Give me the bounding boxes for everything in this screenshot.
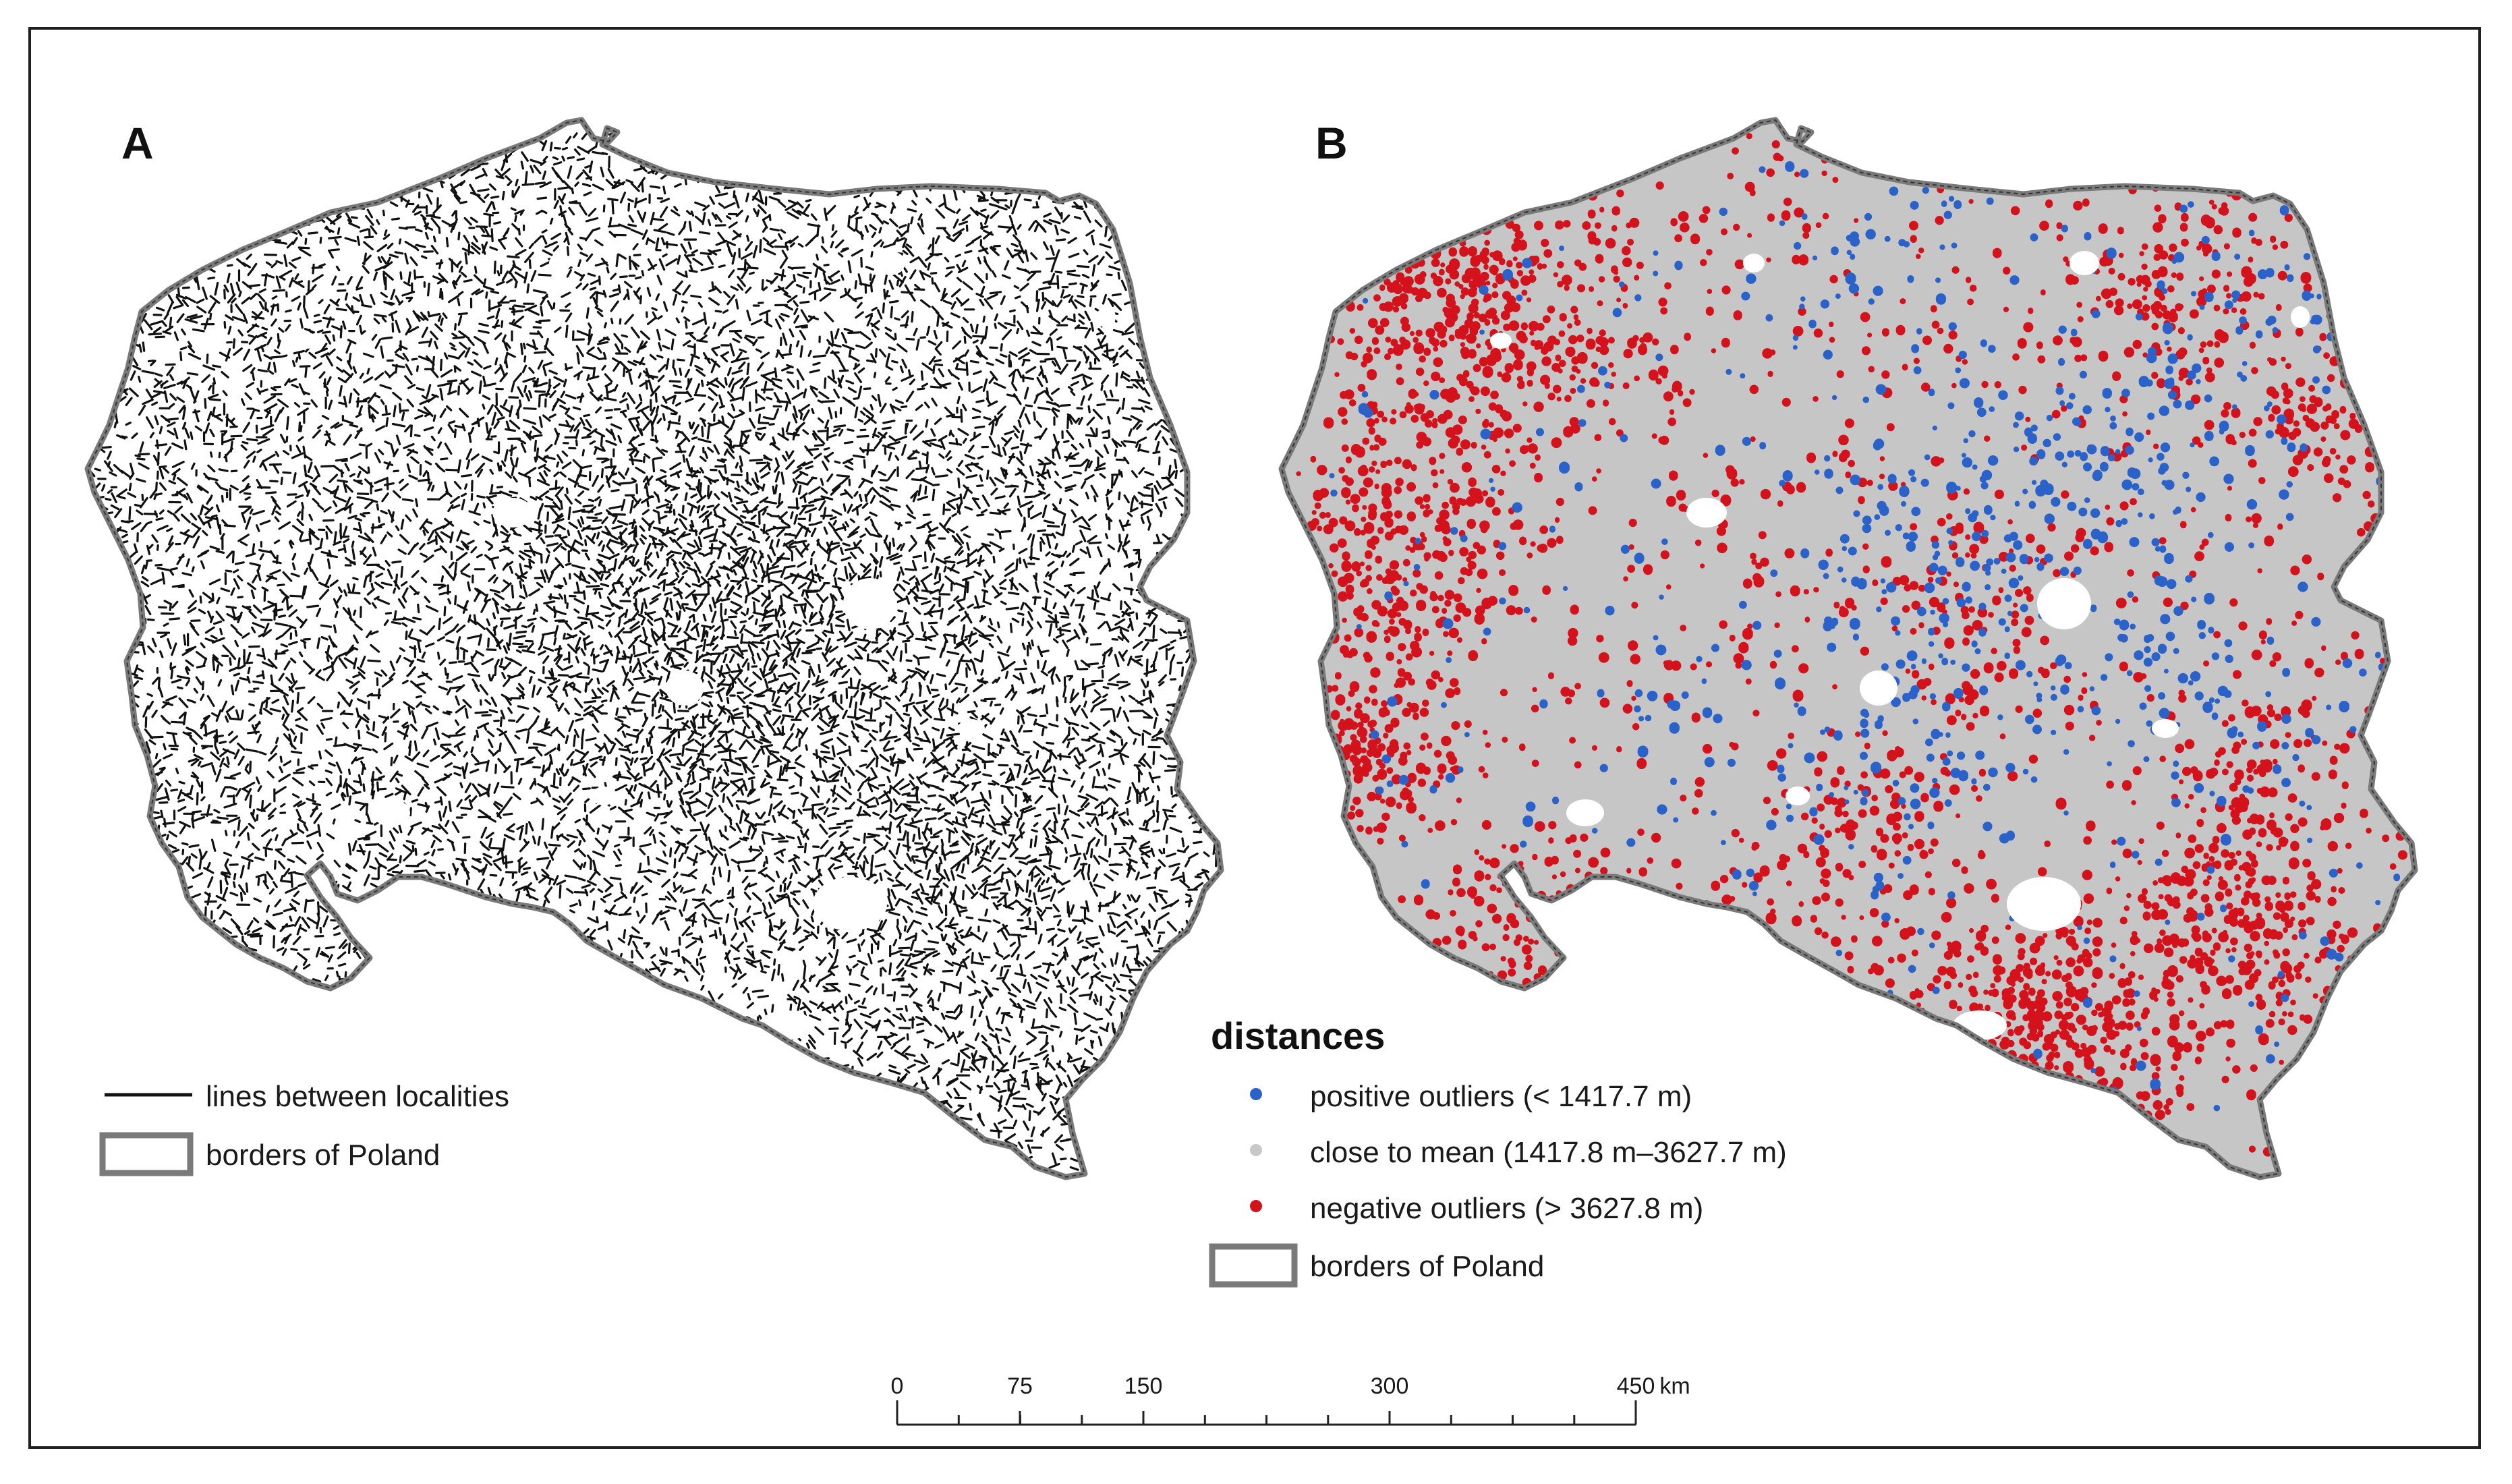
scale-unit: km xyxy=(1659,1373,1690,1399)
legend-dot-negative xyxy=(1250,1200,1262,1212)
panel-a-map: A xyxy=(84,117,1224,1180)
panel-letter-a: A xyxy=(121,118,154,168)
panel-a-empty-area xyxy=(549,254,571,273)
panel-a-empty-area xyxy=(666,670,704,706)
panel-a-empty-area xyxy=(843,578,897,629)
negative-outlier-dots xyxy=(1296,133,2407,1157)
poland-border-a-inner xyxy=(86,119,1222,1178)
panel-a-empty-area xyxy=(876,251,905,275)
poland-fill-b xyxy=(1282,120,2415,1177)
panel-a-empty-area xyxy=(492,498,533,527)
legend-a-label-lines: lines between localities xyxy=(206,1080,509,1113)
legend-border-symbol-a xyxy=(99,1132,194,1176)
scale-label-300: 300 xyxy=(1371,1373,1409,1399)
scale-label-150: 150 xyxy=(1124,1373,1163,1399)
legend-b-label-borders: borders of Poland xyxy=(1310,1250,1544,1283)
panel-a-empty-area xyxy=(958,719,985,738)
panel-a-empty-area xyxy=(296,333,318,349)
panel-b-empty-area xyxy=(1490,333,1512,349)
locality-lines-layer xyxy=(88,130,1221,1176)
panel-a-empty-area xyxy=(592,787,616,805)
legend-b-label-mean: close to mean (1417.8 m–3627.7 m) xyxy=(1310,1136,1787,1169)
legend-dot-mean xyxy=(1250,1144,1262,1156)
empty-areas-layer-b xyxy=(1490,251,2310,1040)
locality-lines xyxy=(88,130,1221,1176)
legend-b: distances positive outliers (< 1417.7 m)… xyxy=(1209,1015,1787,1288)
panel-a-empty-area xyxy=(1097,306,1116,328)
legend-b-label-positive: positive outliers (< 1417.7 m) xyxy=(1310,1080,1692,1113)
figure-frame xyxy=(28,27,2481,1449)
panel-letter-b: B xyxy=(1315,118,1348,168)
panel-a-empty-area xyxy=(813,877,887,931)
legend-a-label-borders: borders of Poland xyxy=(206,1139,440,1172)
legend-b-title: distances xyxy=(1211,1015,1385,1057)
scale-bar: 0 75 150 300 450 km xyxy=(891,1373,1690,1426)
legend-dot-positive xyxy=(1250,1088,1262,1100)
negative-outliers-layer xyxy=(1296,133,2407,1157)
scale-label-0: 0 xyxy=(891,1373,904,1399)
panel-b-empty-area xyxy=(2291,306,2310,328)
panel-a-empty-area xyxy=(372,799,410,826)
panel-b-empty-area xyxy=(2037,578,2091,629)
scale-bar-minor-ticks xyxy=(957,1415,1576,1425)
panel-b-empty-area xyxy=(1743,254,1765,273)
panel-b-empty-area xyxy=(1566,799,1604,826)
legend-a: lines between localities borders of Pola… xyxy=(99,1080,509,1176)
panel-b-empty-area xyxy=(1686,498,1727,527)
legend-border-symbol-b xyxy=(1209,1243,1298,1288)
scale-label-75: 75 xyxy=(1007,1373,1033,1399)
panel-b-empty-area xyxy=(2007,877,2081,931)
panel-b-empty-area xyxy=(1860,670,1897,706)
legend-b-label-negative: negative outliers (> 3627.8 m) xyxy=(1310,1192,1703,1225)
scale-label-450: 450 xyxy=(1617,1373,1655,1399)
panel-b-empty-area xyxy=(1786,787,1810,805)
panel-b-empty-area xyxy=(2069,251,2099,275)
panel-b-map: B xyxy=(1278,117,2418,1180)
panel-b-empty-area xyxy=(2152,719,2179,738)
poland-border-b-inner xyxy=(1280,119,2416,1178)
poland-border-a xyxy=(84,117,1224,1180)
empty-areas-layer xyxy=(296,251,1116,1040)
